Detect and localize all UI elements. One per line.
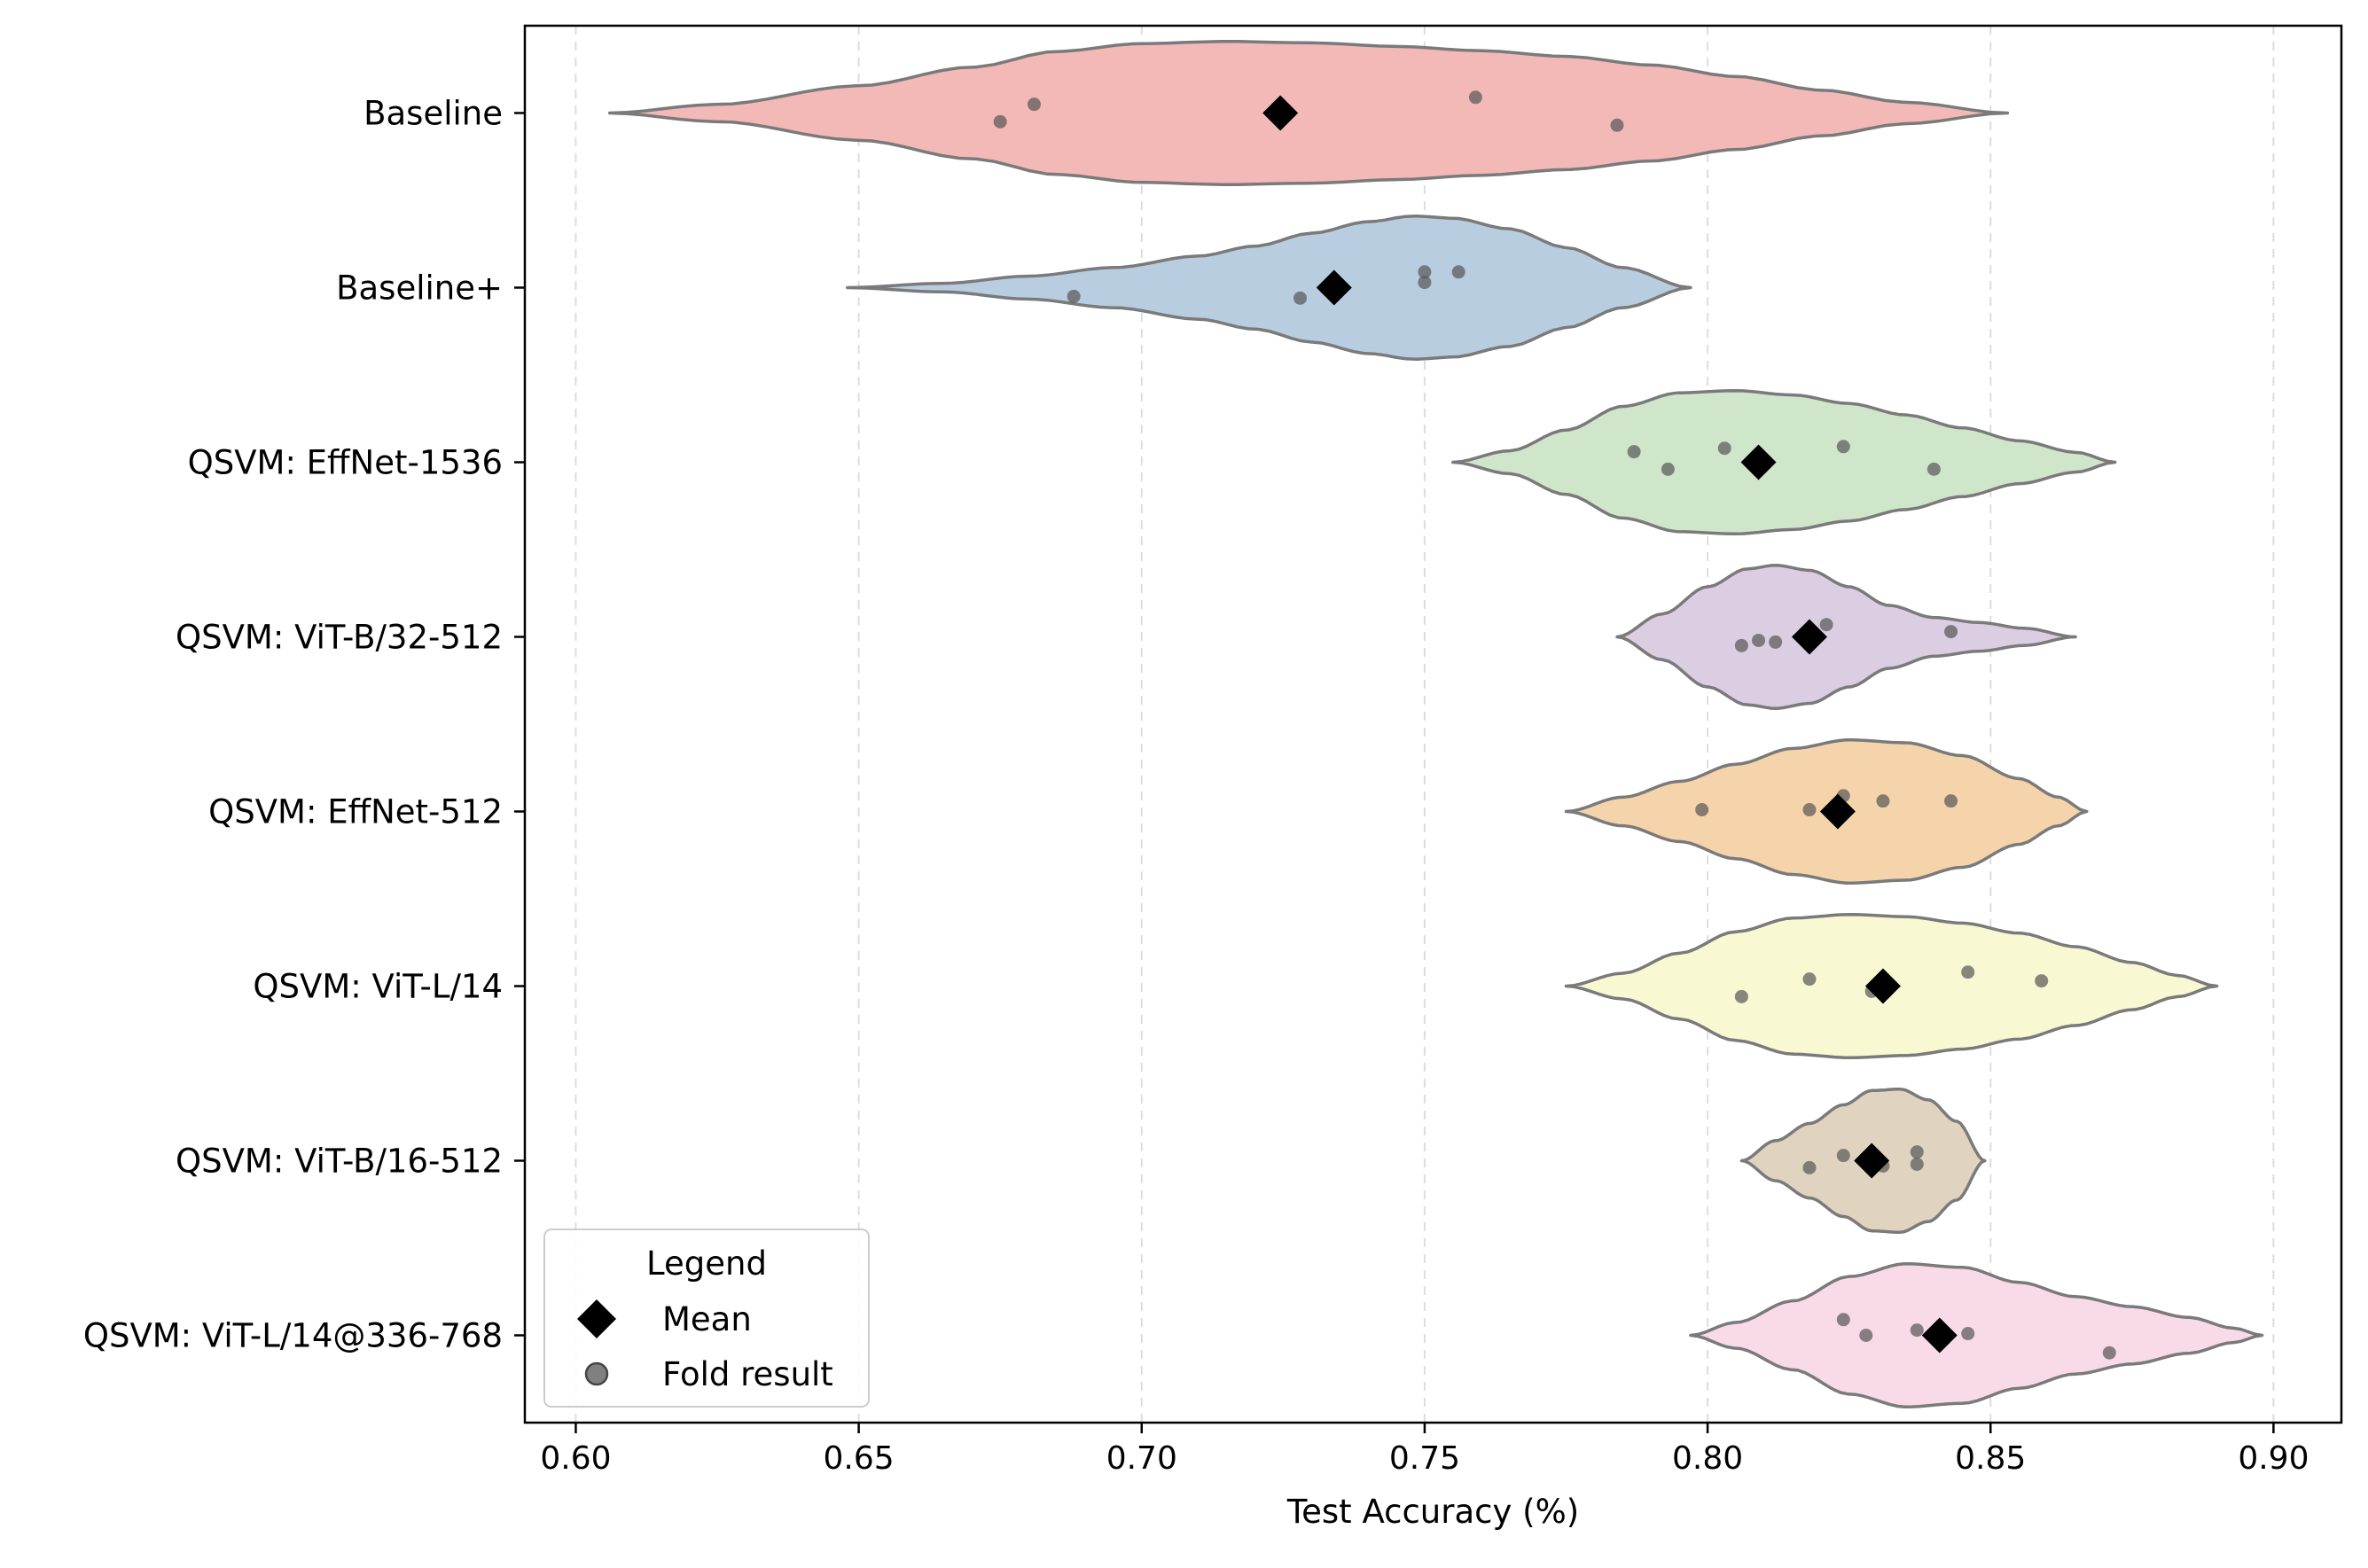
plot-frame xyxy=(523,24,2343,1424)
legend-entry-label: Fold result xyxy=(662,1355,833,1393)
violin-body xyxy=(846,215,1692,361)
fold-point xyxy=(1610,118,1624,132)
y-tick-label: QSVM: ViT-B/32-512 xyxy=(176,619,503,657)
fold-point xyxy=(1752,633,1766,647)
mean-marker xyxy=(1791,619,1827,655)
fold-point xyxy=(1802,972,1817,987)
mean-marker xyxy=(1316,269,1352,306)
fold-point xyxy=(1802,803,1817,817)
y-tick-label: QSVM: ViT-B/16-512 xyxy=(176,1143,503,1181)
y-tick-label: QSVM: ViT-L/14@336-768 xyxy=(83,1317,503,1355)
y-axis: Baseline Baseline+ QSVM: EffNet-1536 QSVM: … xyxy=(83,95,525,1355)
fold-point xyxy=(1910,1157,1924,1171)
x-axis: 0.60 0.65 0.70 0.75 0.80 0.85 0.90 xyxy=(540,1423,2309,1477)
fold-point xyxy=(1944,625,1958,639)
mean-marker xyxy=(1819,793,1856,830)
mean-marker xyxy=(1740,444,1777,480)
fold-point xyxy=(2035,974,2049,988)
x-tick-label: 0.90 xyxy=(2238,1440,2309,1477)
violin-body xyxy=(1689,1261,2264,1409)
fold-point xyxy=(1859,1329,1873,1342)
mean-marker xyxy=(1921,1317,1958,1353)
mean-marker xyxy=(1864,968,1901,1004)
mean-markers xyxy=(1262,95,1958,1353)
mean-marker xyxy=(1262,95,1299,131)
fold-point xyxy=(1027,98,1041,112)
violin-body xyxy=(1451,388,2117,536)
fold-point xyxy=(1734,638,1748,652)
x-axis-label: Test Accuracy (%) xyxy=(1286,1493,1579,1531)
y-tick-label: QSVM: ViT-L/14 xyxy=(253,968,503,1006)
fold-point xyxy=(1734,989,1748,1003)
fold-point xyxy=(1876,794,1890,808)
fold-point xyxy=(1661,462,1675,476)
x-tick-label: 0.65 xyxy=(824,1440,895,1477)
legend-box xyxy=(543,1229,870,1408)
fold-point xyxy=(1926,462,1941,476)
fold-point xyxy=(1836,440,1850,454)
legend-entries: Mean Fold result xyxy=(577,1299,833,1393)
fold-point xyxy=(1468,90,1482,105)
legend: Legend Mean Fold result xyxy=(543,1229,870,1408)
violin-body xyxy=(1615,564,2077,710)
fold-point xyxy=(1293,291,1307,305)
fold-point xyxy=(1067,289,1081,303)
fold-point xyxy=(1695,803,1709,817)
x-tick-label: 0.80 xyxy=(1672,1440,1743,1477)
fold-point xyxy=(993,114,1007,129)
fold-point xyxy=(1627,445,1641,459)
x-tick-label: 0.75 xyxy=(1389,1440,1460,1477)
fold-point xyxy=(1418,265,1432,279)
y-tick-label: Baseline xyxy=(363,95,503,133)
fold-point xyxy=(1769,635,1783,649)
fold-point xyxy=(1836,1313,1850,1327)
fold-point xyxy=(1451,265,1465,279)
fold-point xyxy=(1961,1327,1975,1341)
x-tick-label: 0.60 xyxy=(540,1440,611,1477)
fold-points xyxy=(993,90,2116,1360)
fold-point xyxy=(1717,441,1731,456)
fold-point xyxy=(1961,965,1975,979)
legend-fold-icon xyxy=(584,1361,609,1386)
fold-point xyxy=(1836,1149,1850,1163)
legend-mean-icon xyxy=(577,1299,616,1338)
fold-point xyxy=(2102,1346,2116,1360)
y-tick-label: QSVM: EffNet-1536 xyxy=(188,444,503,482)
fold-point xyxy=(1802,1160,1817,1174)
fold-point xyxy=(1910,1323,1924,1338)
y-tick-label: Baseline+ xyxy=(336,269,503,308)
fold-point xyxy=(1418,276,1432,290)
fold-point xyxy=(1944,794,1958,808)
legend-title: Legend xyxy=(646,1244,767,1283)
y-tick-label: QSVM: EffNet-512 xyxy=(208,793,503,831)
fold-point xyxy=(1910,1145,1924,1159)
mean-marker xyxy=(1854,1143,1890,1179)
x-tick-label: 0.85 xyxy=(1955,1440,2026,1477)
legend-entry-label: Mean xyxy=(662,1300,752,1338)
fold-point xyxy=(1819,618,1833,632)
x-tick-label: 0.70 xyxy=(1106,1440,1177,1477)
violin-body xyxy=(607,40,2010,186)
